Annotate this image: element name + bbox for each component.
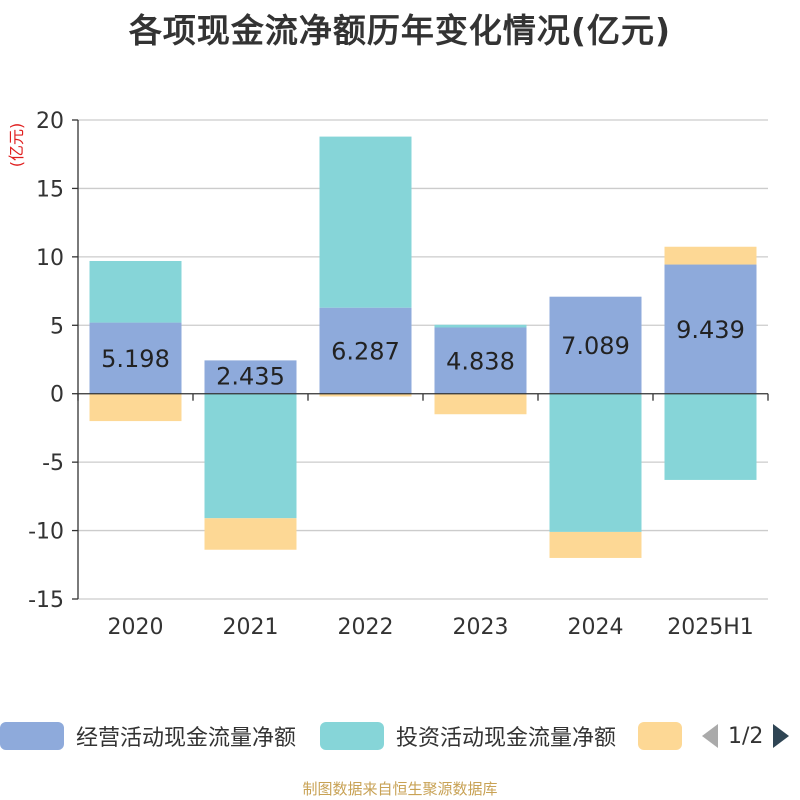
legend-swatch-operating	[0, 722, 64, 750]
data-label-2022: 6.287	[331, 338, 400, 366]
y-tick-label: 20	[36, 109, 64, 134]
labels: 20 15 10 5 0 -5 -10 -15 (亿元) 2020 5.198 2021 2.435 20…	[7, 109, 754, 640]
bar-series1-2024[interactable]	[549, 393, 642, 532]
data-label-2023: 4.838	[446, 348, 515, 376]
y-tick-label: 10	[36, 246, 64, 271]
pager-text: 1/2	[728, 723, 764, 749]
bar-series2-2025H1[interactable]	[664, 246, 757, 265]
x-tick-label: 2020	[108, 615, 164, 640]
bar-series2-2021[interactable]	[204, 518, 297, 550]
y-tick-label: 5	[50, 314, 64, 339]
x-tick-label: 2025H1	[667, 615, 754, 640]
axes	[72, 119, 769, 600]
x-tick-label: 2024	[568, 615, 624, 640]
y-axis-label: (亿元)	[7, 123, 26, 168]
legend-swatch-investing	[320, 722, 384, 750]
chart-title: 各项现金流净额历年变化情况(亿元)	[128, 11, 672, 50]
y-tick-label: 15	[36, 177, 64, 202]
gridlines	[78, 119, 768, 600]
y-tick-label: -15	[28, 588, 64, 613]
legend-item-operating[interactable]: 经营活动现金流量净额	[0, 716, 296, 756]
y-tick-label: -5	[42, 451, 64, 476]
x-tick-label: 2023	[453, 615, 509, 640]
bar-series1-2020[interactable]	[89, 260, 182, 323]
legend-pager: 1/2	[700, 716, 791, 756]
legend: 经营活动现金流量净额 投资活动现金流量净额 1/2	[0, 716, 800, 756]
pager-next-icon[interactable]	[771, 722, 791, 750]
bar-series2-2023[interactable]	[434, 393, 527, 415]
bar-series0-2025H1[interactable]	[664, 264, 757, 394]
y-tick-label: -10	[28, 520, 64, 545]
bar-series2-2020[interactable]	[89, 393, 182, 422]
bar-series0-2023[interactable]	[434, 327, 527, 394]
bar-series1-2022[interactable]	[319, 136, 412, 308]
legend-item-financing[interactable]	[638, 716, 682, 756]
legend-swatch-financing	[638, 722, 682, 750]
bar-series0-2022[interactable]	[319, 307, 412, 394]
legend-label-investing: 投资活动现金流量净额	[396, 726, 617, 751]
y-tick-label: 0	[50, 383, 64, 408]
data-label-2021: 2.435	[216, 362, 285, 390]
bar-series2-2022[interactable]	[319, 393, 412, 397]
x-tick-label: 2022	[338, 615, 394, 640]
pager-prev-icon[interactable]	[700, 722, 720, 750]
bars	[89, 136, 757, 558]
source-note: 制图数据来自恒生聚源数据库	[302, 780, 498, 798]
bar-series1-2021[interactable]	[204, 393, 297, 519]
data-label-2025H1: 9.439	[676, 316, 745, 344]
bar-series2-2024[interactable]	[549, 531, 642, 558]
legend-label-operating: 经营活动现金流量净额	[76, 726, 297, 751]
x-tick-label: 2021	[223, 615, 279, 640]
bar-series0-2021[interactable]	[204, 360, 297, 394]
data-label-2020: 5.198	[101, 345, 170, 373]
data-label-2024: 7.089	[561, 332, 630, 360]
legend-item-investing[interactable]: 投资活动现金流量净额	[320, 716, 616, 756]
bar-series1-2025H1[interactable]	[664, 393, 757, 480]
bar-series0-2024[interactable]	[549, 296, 642, 394]
bar-series0-2020[interactable]	[89, 322, 182, 394]
bar-series1-2023[interactable]	[434, 324, 527, 328]
